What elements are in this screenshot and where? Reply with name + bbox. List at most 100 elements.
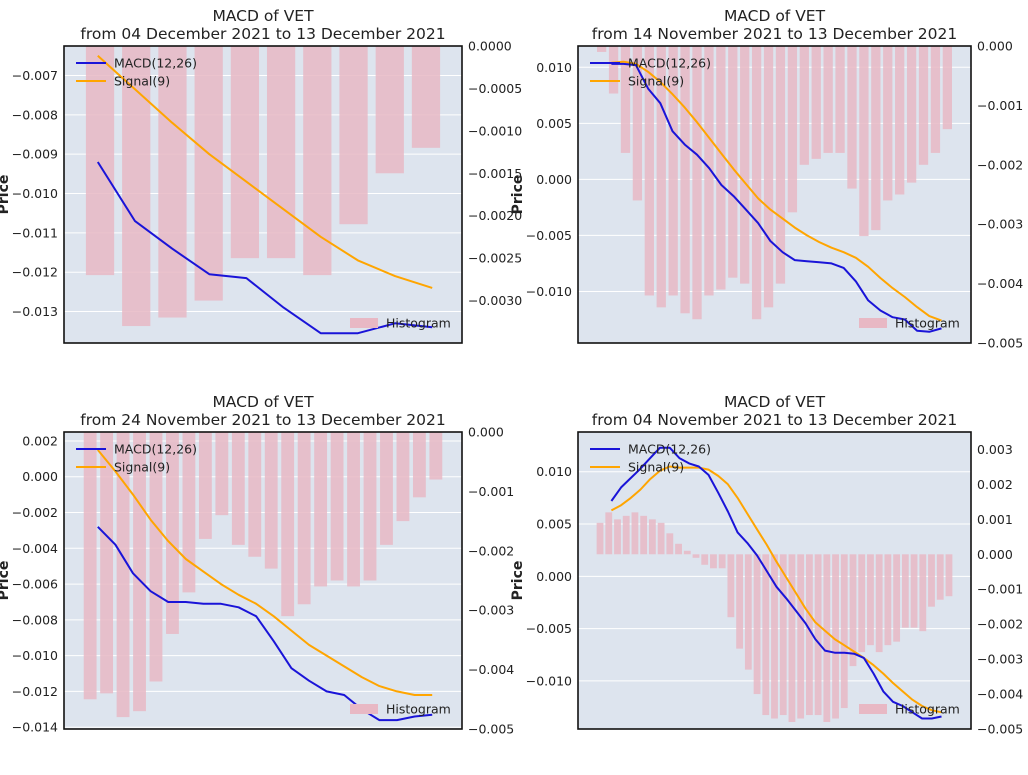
plot-frame — [63, 431, 463, 730]
histogram-bar — [605, 512, 613, 555]
y-tick-label: −0.002 — [12, 505, 58, 520]
y2-tick-label: −0.0005 — [468, 81, 522, 96]
histogram-bar — [614, 519, 621, 555]
macd-line — [97, 526, 433, 722]
histogram-bar — [412, 432, 426, 498]
legend-histogram-swatch — [350, 318, 378, 328]
histogram-bar — [396, 432, 410, 522]
histogram-bar — [901, 554, 909, 628]
signal-line — [97, 449, 433, 696]
histogram-bar — [230, 46, 260, 259]
legend-macd-label: MACD(12,26) — [628, 56, 711, 71]
histogram-bar — [867, 554, 874, 646]
chart-subtitle: from 24 November 2021 to 13 December 202… — [80, 411, 445, 429]
histogram-bar — [893, 554, 901, 642]
histogram-bar — [158, 46, 187, 318]
y-tick-label: −0.004 — [12, 541, 58, 556]
legend-histogram-swatch — [859, 704, 887, 714]
histogram-bar — [718, 554, 726, 569]
legend-histogram-label: Histogram — [386, 702, 451, 717]
chart-title: MACD of VET — [724, 7, 826, 25]
histogram-bar — [347, 432, 360, 587]
histogram-bar — [631, 512, 639, 555]
y-tick-label: 0.010 — [536, 464, 572, 479]
histogram-bar — [763, 46, 774, 308]
legend-histogram-swatch — [859, 318, 887, 328]
histogram-bar — [668, 46, 678, 296]
histogram-bar — [657, 522, 665, 555]
legend-signal-label: Signal(9) — [628, 460, 684, 475]
histogram-bar — [198, 432, 212, 539]
plot-frame — [577, 45, 972, 344]
histogram-bar — [683, 550, 691, 555]
legend-signal-label: Signal(9) — [628, 74, 684, 89]
histogram-bar — [231, 432, 245, 545]
histogram-bar — [692, 554, 700, 558]
y-tick-label: 0.010 — [536, 60, 572, 75]
y2-tick-label: −0.0015 — [468, 166, 522, 181]
y-tick-label: −0.013 — [12, 304, 58, 319]
histogram-bar — [704, 46, 714, 296]
histogram-bar — [835, 46, 845, 153]
macd-line — [610, 446, 942, 720]
y-axis-label: Price — [0, 561, 12, 601]
histogram-bar — [596, 522, 604, 555]
y-tick-label: 0.005 — [536, 517, 572, 532]
histogram-bar — [375, 46, 404, 174]
histogram-bar — [215, 432, 229, 516]
histogram-bar — [875, 554, 883, 653]
histogram-bar — [787, 46, 798, 213]
y-tick-label: 0.000 — [536, 569, 572, 584]
y-tick-label: 0.000 — [536, 172, 572, 187]
histogram-bar — [942, 46, 953, 130]
histogram-bar — [314, 432, 328, 587]
y2-tick-label: −0.0025 — [468, 251, 522, 266]
legend-histogram-label: Histogram — [386, 316, 451, 331]
histogram-bar — [303, 46, 332, 276]
histogram-bar — [149, 432, 163, 682]
y2-tick-label: 0.000 — [468, 425, 504, 440]
histogram-bar — [692, 46, 702, 320]
y-tick-label: 0.002 — [22, 433, 58, 448]
histogram-bar — [871, 46, 881, 231]
histogram-bar — [884, 554, 892, 646]
histogram-bar — [849, 554, 857, 667]
histogram-bar — [928, 554, 935, 607]
histogram-bar — [248, 432, 262, 557]
legend-macd-label: MACD(12,26) — [114, 442, 197, 457]
histogram-bar — [823, 46, 833, 153]
plot-frame — [63, 45, 463, 344]
histogram-bar — [919, 554, 927, 632]
legend-macd-label: MACD(12,26) — [628, 442, 711, 457]
histogram-bar — [811, 46, 821, 159]
y2-tick-label: −0.003 — [977, 652, 1023, 667]
y2-tick-label: −0.004 — [977, 687, 1023, 702]
histogram-bar — [883, 46, 893, 201]
y-tick-label: −0.008 — [12, 612, 58, 627]
histogram-bar — [194, 46, 223, 301]
plot-frame — [577, 431, 972, 730]
legend-macd-label: MACD(12,26) — [114, 56, 197, 71]
histogram-bar — [823, 554, 831, 723]
y2-tick-label: −0.004 — [468, 662, 514, 677]
histogram-bar — [281, 432, 295, 617]
histogram-bar — [363, 432, 377, 581]
y-tick-label: 0.000 — [22, 469, 58, 484]
signal-line — [611, 60, 942, 322]
histogram-bar — [753, 554, 761, 695]
histogram-bar — [339, 46, 368, 225]
histogram-bar — [266, 46, 296, 259]
y-tick-label: −0.012 — [12, 265, 58, 280]
histogram-bar — [751, 46, 762, 320]
histogram-bar — [701, 554, 709, 565]
histogram-bar — [264, 432, 278, 569]
chart-subtitle: from 14 November 2021 to 13 December 202… — [592, 25, 957, 43]
histogram-bar — [797, 554, 805, 719]
histogram-bar — [116, 432, 130, 718]
plot-area — [64, 432, 462, 729]
signal-line — [610, 465, 942, 714]
y2-tick-label: −0.002 — [977, 617, 1023, 632]
legend-histogram-label: Histogram — [895, 316, 960, 331]
histogram-bar — [100, 432, 114, 694]
